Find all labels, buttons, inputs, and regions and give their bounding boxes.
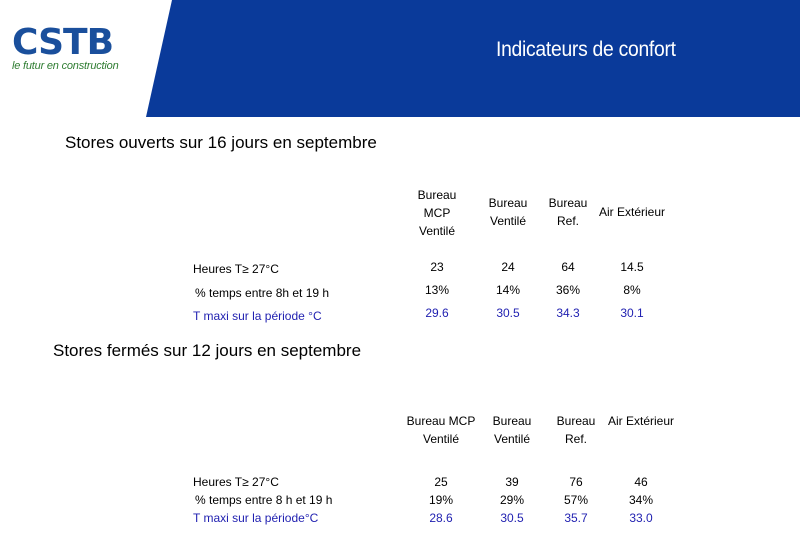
s1-row2-label: % temps entre 8h et 19 h	[195, 286, 330, 300]
s1-row1-label: Heures T≥ 27°C	[193, 262, 279, 276]
s1-row2-val4: 8%	[623, 283, 641, 297]
s1-row1-val2: 24	[501, 260, 515, 274]
s1-col2-line1: Bureau	[488, 196, 528, 210]
s2-row3-label: T maxi sur la période°C	[193, 511, 319, 525]
s2-row1-val1: 25	[434, 475, 448, 489]
s1-row3-val2: 30.5	[496, 306, 520, 320]
s2-col2-line1: Bureau	[492, 414, 532, 428]
logo-wordmark: CSTB	[12, 22, 114, 63]
header-background	[146, 0, 800, 117]
s1-row3-label: T maxi sur la période °C	[193, 309, 322, 323]
s2-col4-line1: Air Extérieur	[607, 414, 675, 428]
s1-col2-line2: Ventilé	[489, 214, 527, 228]
s1-col4-line1: Air Extérieur	[598, 205, 666, 219]
s2-row2-val2: 29%	[499, 493, 525, 507]
s1-col-header-bureau-ventile: Bureau Ventilé	[489, 194, 528, 230]
s2-col1-line2: Ventilé	[422, 432, 460, 446]
s2-row2-val3: 57%	[563, 493, 589, 507]
s1-col3-line2: Ref.	[556, 214, 580, 228]
page-title: Indicateurs de confort	[496, 38, 676, 61]
s2-row3-val2: 30.5	[500, 511, 524, 525]
s2-row3-val3: 35.7	[564, 511, 588, 525]
section2-title: Stores fermés sur 12 jours en septembre	[53, 341, 362, 360]
s2-row2-label: % temps entre 8 h et 19 h	[195, 493, 333, 507]
s2-row3-val1: 28.6	[429, 511, 453, 525]
s1-col1-line1: Bureau	[417, 188, 457, 202]
s1-col-header-bureau-mcp: Bureau MCP Ventilé	[418, 186, 457, 240]
logo-tagline: le futur en construction	[12, 60, 119, 72]
s1-row1-val3: 64	[561, 260, 575, 274]
s1-row2-val1: 13%	[424, 283, 450, 297]
s1-col-header-bureau-ref: Bureau Ref.	[549, 194, 588, 230]
s2-col1-line1: Bureau MCP	[406, 414, 476, 428]
s1-row1-val1: 23	[430, 260, 444, 274]
s2-col-header-bureau-mcp: Bureau MCP Ventilé	[407, 412, 476, 448]
section1-title: Stores ouverts sur 16 jours en septembre	[65, 133, 377, 152]
s1-row3-val1: 29.6	[425, 306, 449, 320]
header-band: CSTB le futur en construction Indicateur…	[0, 0, 800, 117]
s2-col3-line1: Bureau	[556, 414, 596, 428]
s1-row3-val4: 30.1	[620, 306, 644, 320]
s1-col-header-air-exterieur: Air Extérieur	[599, 203, 665, 221]
s1-row1-val4: 14.5	[620, 260, 644, 274]
s1-col1-line2: MCP	[423, 206, 451, 220]
s2-col-header-bureau-ref: Bureau Ref.	[557, 412, 596, 448]
header-blue-shape	[146, 0, 800, 117]
s2-row1-val4: 46	[634, 475, 648, 489]
s2-row2-val1: 19%	[428, 493, 454, 507]
s1-row3-val3: 34.3	[556, 306, 580, 320]
s1-row2-val2: 14%	[495, 283, 521, 297]
s2-col3-line2: Ref.	[564, 432, 588, 446]
s1-row2-val3: 36%	[555, 283, 581, 297]
s2-col-header-bureau-ventile: Bureau Ventilé	[493, 412, 532, 448]
s2-col-header-air-exterieur: Air Extérieur	[608, 412, 674, 430]
cstb-logo[interactable]: CSTB le futur en construction	[12, 22, 119, 73]
s2-row1-val3: 76	[569, 475, 583, 489]
s2-col2-line2: Ventilé	[493, 432, 531, 446]
s2-row1-label: Heures T≥ 27°C	[193, 475, 279, 489]
s1-col3-line1: Bureau	[548, 196, 588, 210]
s2-row2-val4: 34%	[628, 493, 654, 507]
s2-row3-val4: 33.0	[629, 511, 653, 525]
s1-col1-line3: Ventilé	[418, 224, 456, 238]
s2-row1-val2: 39	[505, 475, 519, 489]
